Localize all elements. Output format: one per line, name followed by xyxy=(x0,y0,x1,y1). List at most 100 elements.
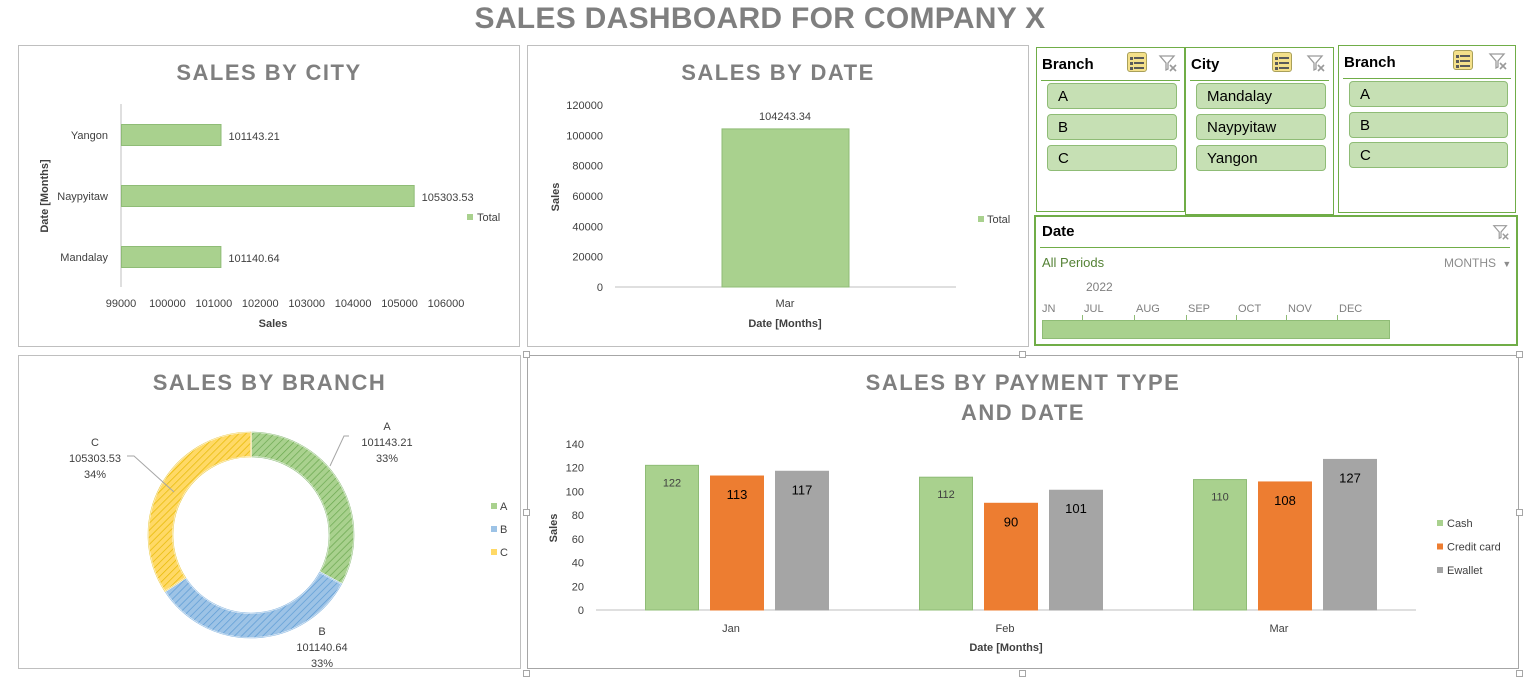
data-label: 101143.21 xyxy=(229,131,280,143)
legend-label: Total xyxy=(477,212,500,224)
category-label: Yangon xyxy=(71,130,108,142)
bar-jan-cash xyxy=(645,464,699,611)
legend-label: C xyxy=(500,547,508,559)
x-axis-title: Sales xyxy=(259,318,288,330)
resize-handle[interactable] xyxy=(1019,351,1026,358)
category-label: Mandalay xyxy=(60,252,108,264)
slicer-branch-name: Branch xyxy=(1042,56,1094,73)
chevron-down-icon: ▼ xyxy=(1502,259,1512,269)
bar-jan-ewallet xyxy=(775,470,829,611)
timeline-date-name: Date xyxy=(1042,223,1075,240)
timeline-all-periods: All Periods xyxy=(1042,255,1105,270)
data-label: 101140.64 xyxy=(228,253,279,265)
slicer-item[interactable]: B xyxy=(1349,112,1508,138)
bar-mar-cash xyxy=(1193,479,1247,611)
data-label: 112 xyxy=(937,489,955,501)
data-label: 104243.34 xyxy=(759,111,811,123)
resize-handle[interactable] xyxy=(1516,509,1523,516)
slicer-item[interactable]: Mandalay xyxy=(1196,83,1326,109)
slicer-branch[interactable]: Branch A B C xyxy=(1036,47,1185,212)
bar-mar-credit-card xyxy=(1258,481,1312,611)
timeline-date[interactable]: Date All Periods MONTHS ▼ 2022 JN JUL AUG S… xyxy=(1034,215,1518,346)
resize-handle[interactable] xyxy=(523,509,530,516)
clear-filter-icon[interactable] xyxy=(1488,51,1508,71)
slicer-item[interactable]: Yangon xyxy=(1196,145,1326,171)
timeline-month-label[interactable]: DEC xyxy=(1339,303,1363,315)
sales-by-branch-title: SALES BY BRANCH xyxy=(152,370,387,395)
slice-value-label: 101140.64 xyxy=(296,642,347,654)
timeline-month-label[interactable]: JN xyxy=(1042,303,1056,315)
x-tick-label: 100000 xyxy=(149,298,186,310)
y-tick-label: 60 xyxy=(572,534,584,546)
sales-by-date-title: SALES BY DATE xyxy=(681,60,875,85)
slicer-branch-2-header: Branch xyxy=(1343,50,1511,79)
sales-by-city-chart: Yangon 101143.21 Naypyitaw 105303.53 Mandala… xyxy=(39,104,500,330)
sales-by-payment-title-line-1: SALES BY PAYMENT TYPE xyxy=(865,370,1181,395)
slicer-branch-2[interactable]: Branch A B C xyxy=(1338,45,1516,213)
sales-by-date-chart: 0 20000 40000 60000 80000 100000 120000 104243.… xyxy=(550,100,1010,330)
category-label: Naypyitaw xyxy=(57,191,108,203)
x-tick-label: 103000 xyxy=(288,298,325,310)
slicer-item[interactable]: A xyxy=(1047,83,1177,109)
sales-by-city-title: SALES BY CITY xyxy=(176,60,362,85)
y-tick-label: 60000 xyxy=(572,191,603,203)
timeline-month-label[interactable]: AUG xyxy=(1136,303,1160,315)
clear-filter-icon[interactable] xyxy=(1492,223,1510,241)
clear-filter-icon[interactable] xyxy=(1306,53,1326,73)
slicer-item[interactable]: A xyxy=(1349,81,1508,107)
legend-swatch-c xyxy=(491,549,497,555)
bar-mar xyxy=(721,128,850,288)
y-tick-label: 120 xyxy=(566,463,584,475)
clear-filter-icon[interactable] xyxy=(1158,53,1178,73)
legend-swatch-a xyxy=(491,503,497,509)
slicer-city[interactable]: City Mandalay Naypyitaw Yangon xyxy=(1185,47,1334,215)
timeline-month-label[interactable]: OCT xyxy=(1238,303,1262,315)
timeline-month-label[interactable]: JUL xyxy=(1084,303,1104,315)
sales-by-payment-panel[interactable]: SALES BY PAYMENT TYPE AND DATE 0 20 40 60 80… xyxy=(527,355,1519,669)
data-label: 101 xyxy=(1065,501,1087,516)
slicer-item[interactable]: B xyxy=(1047,114,1177,140)
x-tick-label: 101000 xyxy=(195,298,232,310)
sales-by-branch-panel[interactable]: SALES BY BRANCH A 101143.21 33% B 101140.64 3… xyxy=(18,355,521,669)
timeline-bar[interactable] xyxy=(1042,320,1390,339)
x-tick-label: 99000 xyxy=(106,298,137,310)
slicer-item[interactable]: Naypyitaw xyxy=(1196,114,1326,140)
x-tick-label: 102000 xyxy=(242,298,279,310)
slicer-item[interactable]: C xyxy=(1349,142,1508,168)
data-label: 105303.53 xyxy=(422,192,474,204)
data-label: 108 xyxy=(1274,493,1296,508)
bar-mar-ewallet xyxy=(1323,458,1377,611)
data-label: 122 xyxy=(663,477,681,489)
resize-handle[interactable] xyxy=(523,351,530,358)
y-tick-label: 140 xyxy=(566,439,584,451)
data-label: 113 xyxy=(727,487,748,502)
slice-b xyxy=(163,571,343,639)
bar-jan-credit-card xyxy=(710,475,764,611)
resize-handle[interactable] xyxy=(1516,670,1523,677)
timeline-month-label[interactable]: SEP xyxy=(1188,303,1211,315)
legend-swatch-total xyxy=(978,216,984,222)
sales-by-date-panel[interactable]: SALES BY DATE 0 20000 40000 60000 80000 10000… xyxy=(527,45,1029,347)
multi-select-icon[interactable] xyxy=(1453,50,1473,70)
bar-mandalay xyxy=(121,246,222,268)
legend-swatch xyxy=(1437,520,1443,526)
sales-by-payment-chart: 0 20 40 60 80 100 120 140 122 113 117 Jan 112 90 101 Fe… xyxy=(548,439,1501,654)
multi-select-icon[interactable] xyxy=(1127,52,1147,72)
bar-feb-credit-card xyxy=(984,502,1038,611)
category-label: Mar xyxy=(1270,623,1289,635)
sales-by-city-panel[interactable]: SALES BY CITY Yangon 101143.21 Naypyitaw 10… xyxy=(18,45,520,347)
bar-yangon xyxy=(121,124,222,146)
slicer-item[interactable]: C xyxy=(1047,145,1177,171)
resize-handle[interactable] xyxy=(1019,670,1026,677)
slice-percent-label: 34% xyxy=(84,469,106,481)
legend-swatch-total xyxy=(467,214,473,220)
slice-a xyxy=(250,431,355,585)
resize-handle[interactable] xyxy=(1516,351,1523,358)
timeline-month-label[interactable]: NOV xyxy=(1288,303,1312,315)
timeline-level-dropdown[interactable]: MONTHS ▼ xyxy=(1444,256,1511,270)
y-tick-label: 80 xyxy=(572,510,584,522)
resize-handle[interactable] xyxy=(523,670,530,677)
data-label: 90 xyxy=(1004,514,1018,529)
multi-select-icon[interactable] xyxy=(1272,52,1292,72)
timeline-year: 2022 xyxy=(1086,280,1113,294)
